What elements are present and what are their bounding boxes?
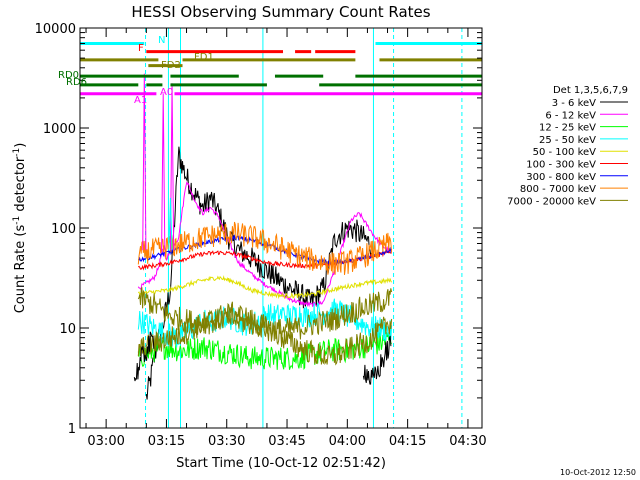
- y-axis-label: Count Rate (s-1 detector-1): [12, 143, 28, 314]
- series-line-1: [137, 180, 393, 308]
- legend-label-7: 800 - 7000 keV: [520, 184, 596, 195]
- plot-frame: [79, 27, 483, 429]
- y-tick-label-0: 1: [68, 422, 76, 437]
- legend-label-0: 3 - 6 keV: [552, 98, 596, 109]
- y-tick-label-3: 1000: [43, 122, 76, 137]
- footer-date: 10-Oct-2012 12:50: [560, 468, 636, 477]
- mode-label-RD0: RD0: [58, 70, 79, 81]
- x-tick-label-6: 04:30: [449, 434, 486, 449]
- y-axis-label-mid: detector: [13, 156, 28, 216]
- series-line-7: [137, 221, 393, 275]
- x-axis-label: Start Time (10-Oct-12 02:51:42): [176, 456, 386, 471]
- legend-label-6: 300 - 800 keV: [526, 172, 596, 183]
- legend-label-3: 25 - 50 keV: [539, 135, 596, 146]
- mode-label-RD6: RD6: [66, 77, 87, 88]
- legend-label-1: 6 - 12 keV: [545, 110, 596, 121]
- series-line-10: [133, 331, 155, 382]
- series-line-4: [137, 275, 393, 300]
- y-tick-label-2: 100: [51, 222, 76, 237]
- x-tick-label-2: 03:30: [208, 434, 245, 449]
- y-axis-label-sup2: -1: [12, 148, 22, 157]
- legend-label-4: 50 - 100 keV: [533, 147, 597, 158]
- x-tick-label-3: 03:45: [268, 434, 305, 449]
- spike-3: [168, 197, 173, 251]
- spike-1: [161, 93, 166, 251]
- mode-label-FD2: FD2: [161, 60, 181, 71]
- series-line-11: [362, 335, 392, 385]
- legend-label-2: 12 - 25 keV: [539, 123, 596, 134]
- legend-label-8: 7000 - 20000 keV: [507, 196, 596, 207]
- axes: HESSI Observing Summary Count Rates Star…: [12, 3, 636, 477]
- mode-label-N: N: [158, 35, 165, 46]
- x-tick-label-0: 03:00: [87, 434, 124, 449]
- mode-label-F: F: [138, 43, 144, 54]
- mode-label-A1: A1: [134, 95, 147, 106]
- y-axis-label-end: ): [13, 143, 28, 148]
- legend-header: Det 1,3,5,6,7,9: [553, 85, 628, 96]
- chart-title: HESSI Observing Summary Count Rates: [131, 3, 430, 21]
- mode-label-A0: A0: [160, 87, 173, 98]
- x-tick-label-1: 03:15: [148, 434, 185, 449]
- series-line-5: [137, 249, 392, 271]
- y-tick-label-4: 10000: [35, 22, 76, 37]
- series-line-9: [137, 301, 393, 366]
- series-line-8: [137, 287, 393, 342]
- spike-0: [142, 73, 147, 251]
- spike-2: [169, 83, 175, 251]
- x-tick-label-5: 04:15: [389, 434, 426, 449]
- y-axis-label-sup1: -1: [12, 216, 22, 225]
- y-tick-label-1: 10: [59, 322, 76, 337]
- mode-label-FD1: FD1: [194, 52, 214, 63]
- y-axis-label-main: Count Rate (s: [13, 225, 28, 314]
- plot-area: [80, 28, 482, 428]
- legend-label-5: 100 - 300 keV: [526, 160, 596, 171]
- x-tick-label-4: 04:00: [329, 434, 366, 449]
